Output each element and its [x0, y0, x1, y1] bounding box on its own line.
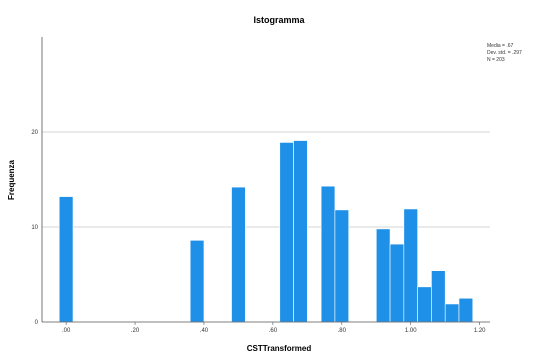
x-tick-label: .60: [269, 328, 278, 334]
histogram-bar: [293, 140, 308, 323]
histogram-bar: [458, 297, 474, 323]
histogram-bar: [320, 185, 336, 323]
x-tick-label: .80: [338, 328, 347, 334]
x-tick-label: 1.20: [474, 328, 486, 334]
histogram-bar: [444, 303, 460, 323]
y-tick-label: 10: [31, 225, 38, 231]
x-axis-title: CSTTransformed: [247, 344, 312, 353]
histogram-bar: [189, 240, 205, 323]
histogram-bar: [375, 228, 391, 323]
histogram-bar: [403, 208, 418, 323]
histogram-bar: [431, 270, 446, 323]
x-tick-label: .40: [200, 328, 209, 334]
gridlines: [42, 131, 490, 228]
stats-line: N = 203: [487, 57, 505, 63]
histogram-bar: [389, 243, 405, 323]
x-tick-label: 1.00: [405, 328, 417, 334]
y-ticks: 0 10 20: [31, 130, 38, 326]
stats-line: Media = .67: [487, 43, 513, 49]
histogram-bar: [279, 142, 294, 323]
bars: [58, 140, 474, 323]
x-tick-label: .00: [62, 328, 71, 334]
y-axis-title: Frequenza: [7, 159, 16, 200]
x-ticks: .00 .20 .40 .60 .80 1.00 1.20: [62, 322, 486, 334]
y-tick-label: 20: [31, 130, 38, 136]
y-tick-label: 0: [35, 320, 39, 326]
stats-line: Dev. std. = .297: [487, 50, 522, 56]
histogram-bar: [417, 286, 432, 323]
histogram-bar: [231, 186, 246, 323]
histogram-bar: [58, 196, 74, 323]
histogram-bar: [334, 209, 350, 323]
chart-title: Istogramma: [253, 15, 305, 25]
x-tick-label: .20: [131, 328, 140, 334]
